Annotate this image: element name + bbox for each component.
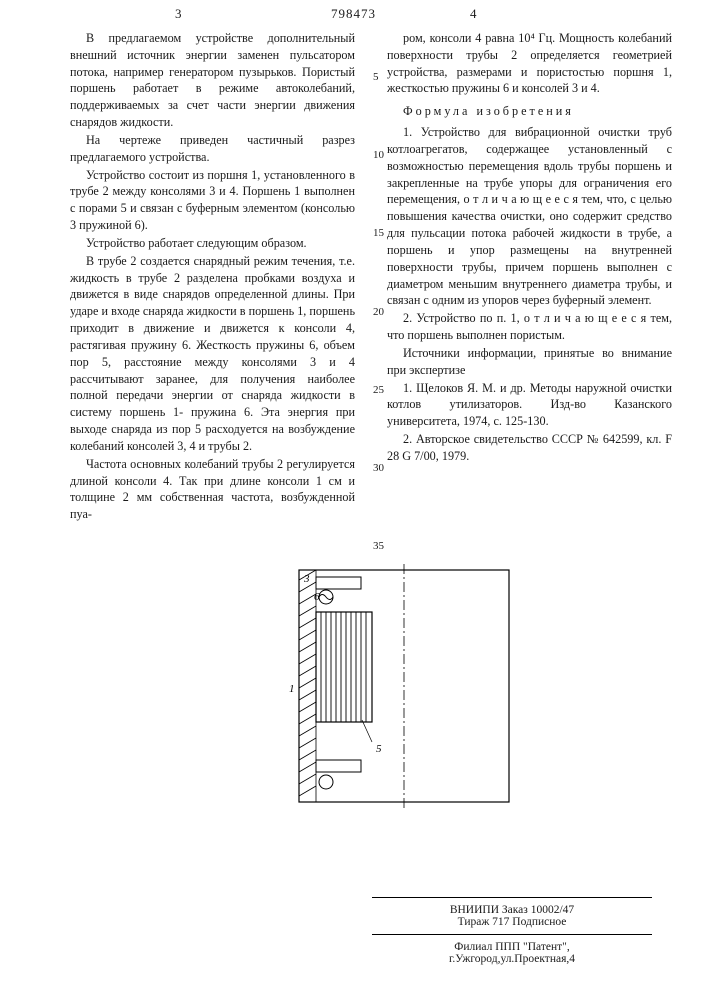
sources-title: Источники информации, принятые во вниман… (387, 345, 672, 379)
header: 3 798473 4 (0, 0, 707, 30)
source-ref: 2. Авторское свидетельство СССР № 642599… (387, 431, 672, 465)
paragraph: Устройство состоит из поршня 1, установл… (70, 167, 355, 234)
paragraph: ром, консоли 4 равна 10⁴ Гц. Мощность ко… (387, 30, 672, 97)
source-ref: 1. Щелоков Я. М. и др. Методы наружной о… (387, 380, 672, 430)
right-column: ром, консоли 4 равна 10⁴ Гц. Мощность ко… (387, 30, 672, 524)
figure: 3 6 1 (0, 542, 707, 842)
paragraph: В предлагаемом устройстве дополнительный… (70, 30, 355, 131)
page-num-right: 4 (470, 6, 477, 22)
line-num: 10 (373, 148, 384, 163)
line-numbers: 5 10 15 20 25 30 35 (373, 70, 384, 554)
page-num-left: 3 (175, 6, 182, 22)
fig-label-5: 5 (376, 743, 382, 755)
footer-block: ВНИИПИ Заказ 10002/47 Тираж 717 Подписно… (372, 897, 652, 965)
footer-line: г.Ужгород,ул.Проектная,4 (372, 953, 652, 965)
claim: 1. Устройство для вибрационной очистки т… (387, 124, 672, 309)
fig-label-1: 1 (289, 683, 295, 695)
line-num: 20 (373, 305, 384, 320)
claim: 2. Устройство по п. 1, о т л и ч а ю щ е… (387, 310, 672, 344)
line-num: 25 (373, 383, 384, 398)
formula-title: Формула изобретения (387, 103, 672, 120)
doc-number: 798473 (331, 6, 376, 22)
paragraph: Частота основных колебаний трубы 2 регул… (70, 456, 355, 523)
footer-line: Филиал ППП "Патент", (372, 941, 652, 953)
line-num: 30 (373, 461, 384, 476)
paragraph: На чертеже приведен частичный разрез пре… (70, 132, 355, 166)
line-num: 5 (373, 70, 384, 85)
cross-section-diagram: 3 6 1 (184, 542, 524, 822)
footer-line: Тираж 717 Подписное (372, 916, 652, 928)
text-columns: 5 10 15 20 25 30 35 В предлагаемом устро… (0, 30, 707, 524)
left-column: 5 10 15 20 25 30 35 В предлагаемом устро… (70, 30, 369, 524)
paragraph: Устройство работает следующим образом. (70, 235, 355, 252)
line-num: 15 (373, 226, 384, 241)
paragraph: В трубе 2 создается снарядный режим тече… (70, 253, 355, 455)
footer-line: ВНИИПИ Заказ 10002/47 (372, 904, 652, 916)
fig-label-3: 3 (303, 573, 310, 585)
footer-sub: Филиал ППП "Патент", г.Ужгород,ул.Проект… (372, 934, 652, 965)
